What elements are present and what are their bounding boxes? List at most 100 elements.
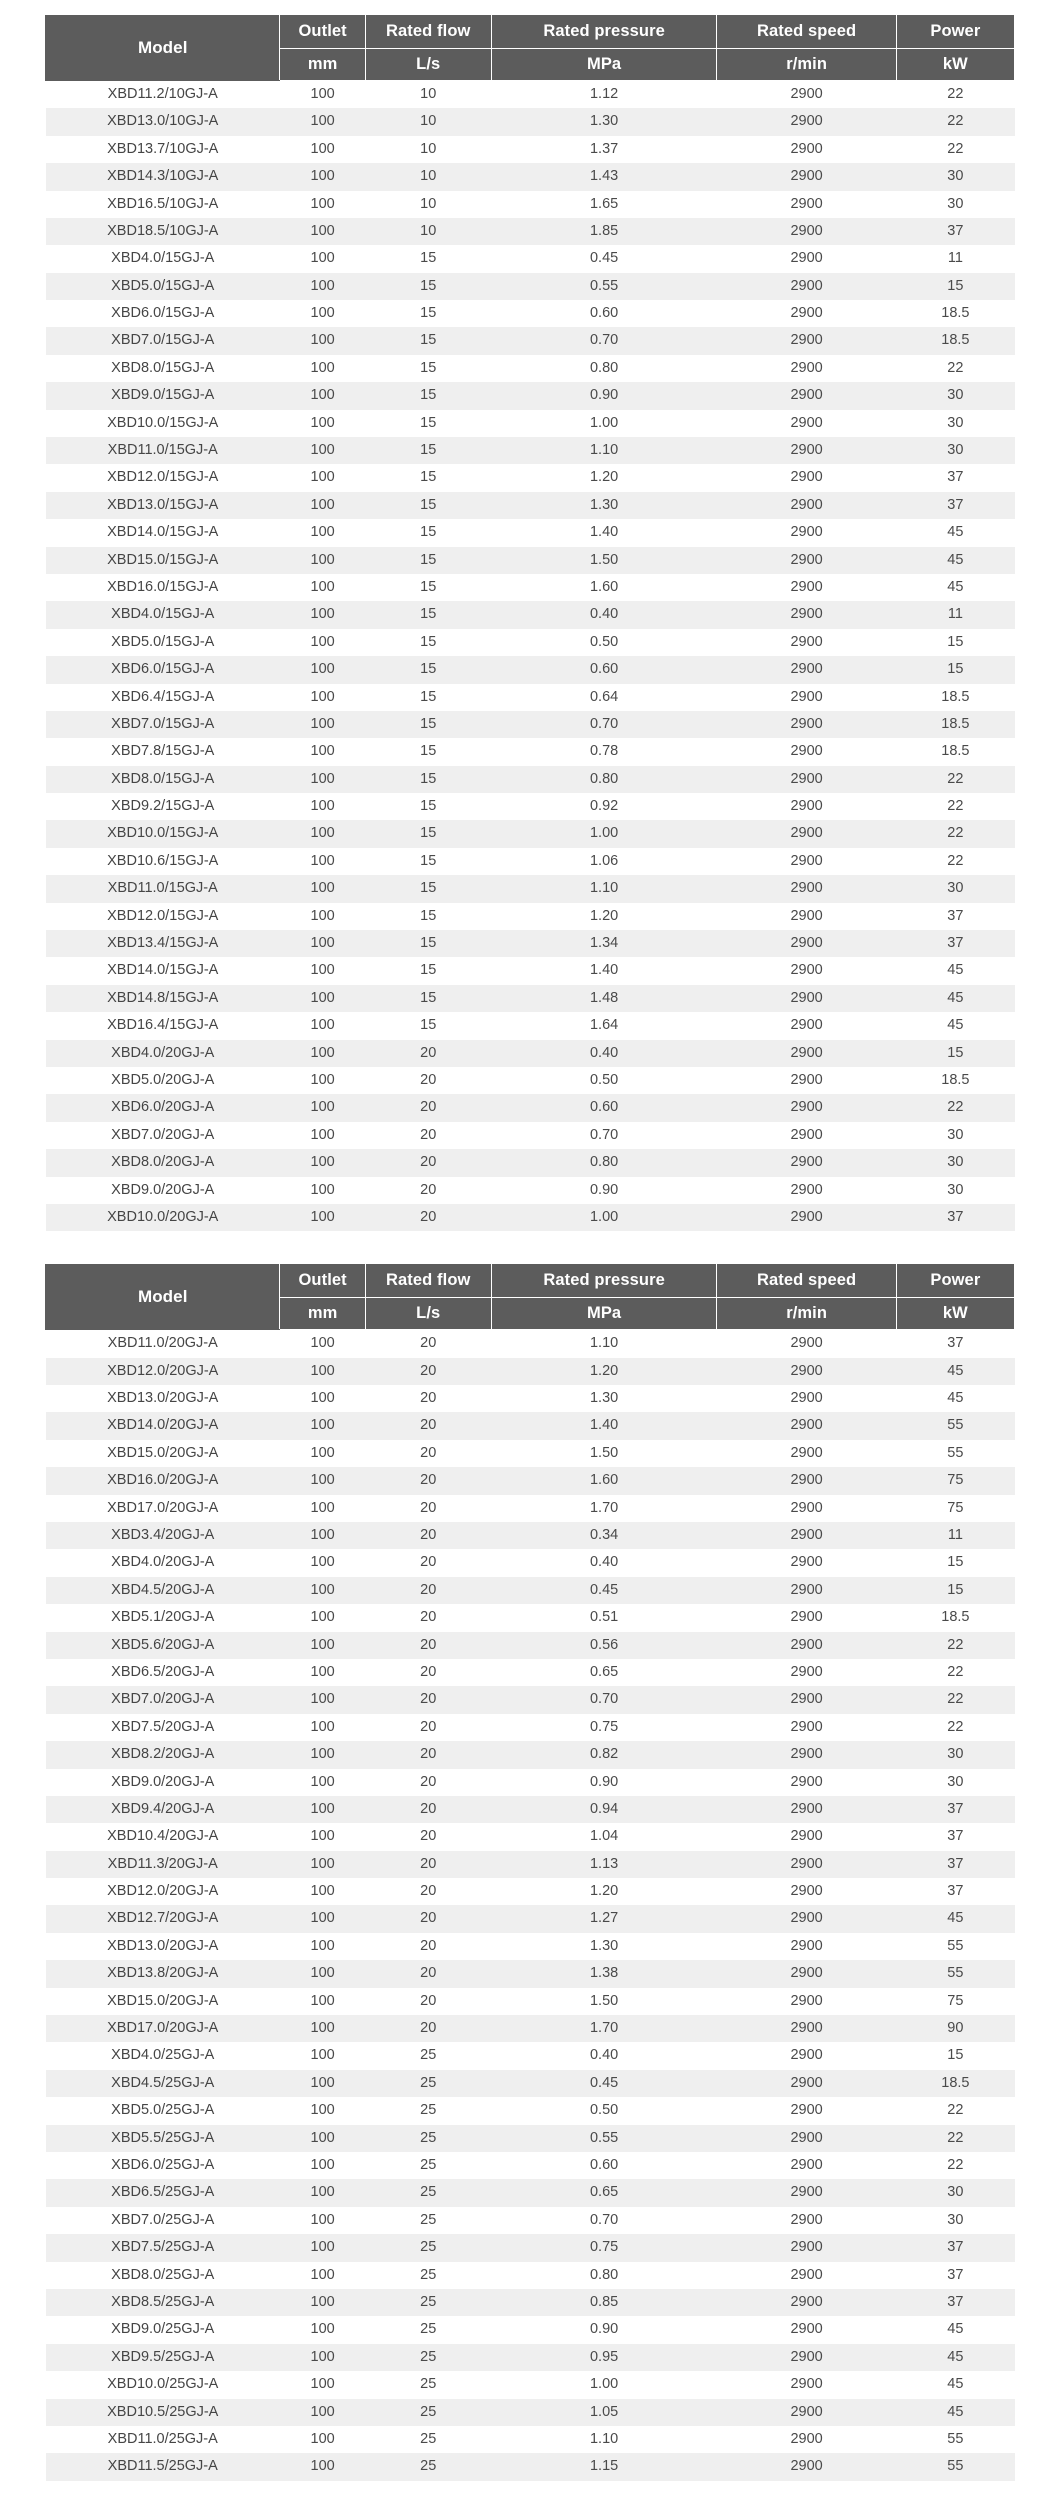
table-row: XBD16.5/10GJ-A 100 10 1.65 2900 30 bbox=[45, 190, 1015, 218]
cell-model: XBD5.0/15GJ-A bbox=[45, 272, 280, 301]
cell-rated-flow: 20 bbox=[365, 2015, 492, 2043]
cell-rated-pressure: 1.43 bbox=[491, 163, 717, 191]
cell-rated-pressure: 0.55 bbox=[491, 2124, 717, 2152]
cell-rated-pressure: 0.60 bbox=[491, 2152, 717, 2180]
cell-rated-pressure: 0.60 bbox=[491, 656, 717, 684]
cell-rated-speed: 2900 bbox=[716, 2261, 897, 2289]
cell-rated-pressure: 1.40 bbox=[491, 957, 717, 985]
table-row: XBD14.0/20GJ-A 100 20 1.40 2900 55 bbox=[45, 1412, 1015, 1440]
cell-power: 18.5 bbox=[896, 683, 1015, 711]
cell-power: 37 bbox=[896, 1850, 1015, 1879]
cell-power: 18.5 bbox=[896, 1604, 1015, 1632]
cell-outlet: 100 bbox=[279, 2069, 366, 2098]
cell-model: XBD10.5/25GJ-A bbox=[45, 2398, 280, 2426]
cell-rated-speed: 2900 bbox=[716, 2288, 897, 2317]
cell-model: XBD5.6/20GJ-A bbox=[45, 1631, 280, 1659]
cell-model: XBD6.5/25GJ-A bbox=[45, 2179, 280, 2207]
table-row: XBD11.0/15GJ-A 100 15 1.10 2900 30 bbox=[45, 875, 1015, 903]
cell-power: 30 bbox=[896, 1741, 1015, 1769]
cell-outlet: 100 bbox=[279, 957, 366, 985]
cell-model: XBD7.5/25GJ-A bbox=[45, 2234, 280, 2262]
cell-model: XBD15.0/15GJ-A bbox=[45, 546, 280, 574]
cell-rated-flow: 10 bbox=[365, 135, 492, 164]
cell-model: XBD18.5/10GJ-A bbox=[45, 217, 280, 246]
cell-outlet: 100 bbox=[279, 1932, 366, 1961]
cell-outlet: 100 bbox=[279, 2179, 366, 2207]
cell-outlet: 100 bbox=[279, 1549, 366, 1577]
cell-rated-speed: 2900 bbox=[716, 135, 897, 164]
column-unit-rated-flow: L/s bbox=[364, 47, 492, 81]
cell-power: 18.5 bbox=[896, 1067, 1015, 1095]
cell-model: XBD7.0/20GJ-A bbox=[45, 1121, 280, 1150]
cell-model: XBD4.0/20GJ-A bbox=[45, 1039, 280, 1067]
cell-rated-flow: 15 bbox=[365, 930, 492, 958]
cell-outlet: 100 bbox=[279, 1604, 366, 1632]
cell-power: 55 bbox=[896, 2425, 1015, 2454]
cell-power: 37 bbox=[896, 2261, 1015, 2289]
cell-rated-speed: 2900 bbox=[716, 683, 897, 711]
cell-rated-flow: 25 bbox=[365, 2179, 492, 2207]
cell-power: 30 bbox=[896, 1768, 1015, 1796]
cell-power: 22 bbox=[896, 2124, 1015, 2152]
column-header-rated-flow: Rated flow bbox=[364, 1263, 492, 1299]
table-header: Model Outlet Rated flow Rated pressure Rated… bbox=[44, 1263, 1016, 1331]
cell-rated-pressure: 1.70 bbox=[491, 1494, 717, 1523]
cell-rated-speed: 2900 bbox=[716, 491, 897, 520]
cell-rated-pressure: 0.80 bbox=[491, 354, 717, 383]
cell-power: 45 bbox=[896, 546, 1015, 574]
cell-rated-pressure: 0.64 bbox=[491, 683, 717, 711]
cell-outlet: 100 bbox=[279, 1878, 366, 1906]
cell-power: 30 bbox=[896, 2179, 1015, 2207]
table-row: XBD6.0/15GJ-A 100 15 0.60 2900 18.5 bbox=[45, 300, 1015, 328]
cell-rated-pressure: 1.40 bbox=[491, 1412, 717, 1440]
cell-outlet: 100 bbox=[279, 1012, 366, 1040]
cell-power: 22 bbox=[896, 135, 1015, 164]
table-row: XBD5.0/15GJ-A 100 15 0.55 2900 15 bbox=[45, 272, 1015, 301]
cell-rated-pressure: 0.90 bbox=[491, 1176, 717, 1204]
cell-outlet: 100 bbox=[279, 1686, 366, 1714]
cell-rated-flow: 15 bbox=[365, 245, 492, 273]
cell-rated-speed: 2900 bbox=[716, 1768, 897, 1796]
cell-rated-flow: 20 bbox=[365, 1932, 492, 1961]
table-row: XBD16.4/15GJ-A 100 15 1.64 2900 45 bbox=[45, 1012, 1015, 1040]
cell-rated-speed: 2900 bbox=[716, 1576, 897, 1605]
cell-power: 30 bbox=[896, 382, 1015, 410]
cell-outlet: 100 bbox=[279, 1631, 366, 1659]
cell-model: XBD6.0/15GJ-A bbox=[45, 656, 280, 684]
cell-rated-pressure: 0.60 bbox=[491, 1094, 717, 1122]
table-row: XBD13.0/20GJ-A 100 20 1.30 2900 55 bbox=[45, 1932, 1015, 1961]
cell-rated-speed: 2900 bbox=[716, 1932, 897, 1961]
cell-outlet: 100 bbox=[279, 464, 366, 492]
cell-rated-speed: 2900 bbox=[716, 2179, 897, 2207]
cell-rated-pressure: 1.15 bbox=[491, 2453, 717, 2481]
cell-rated-pressure: 1.30 bbox=[491, 1932, 717, 1961]
cell-rated-flow: 15 bbox=[365, 902, 492, 931]
cell-outlet: 100 bbox=[279, 1741, 366, 1769]
cell-outlet: 100 bbox=[279, 327, 366, 355]
cell-outlet: 100 bbox=[279, 1850, 366, 1879]
cell-outlet: 100 bbox=[279, 2261, 366, 2289]
cell-outlet: 100 bbox=[279, 2015, 366, 2043]
cell-rated-pressure: 1.20 bbox=[491, 464, 717, 492]
cell-rated-pressure: 0.45 bbox=[491, 2069, 717, 2098]
cell-rated-speed: 2900 bbox=[716, 327, 897, 355]
cell-outlet: 100 bbox=[279, 1823, 366, 1851]
table-row: XBD12.0/20GJ-A 100 20 1.20 2900 45 bbox=[45, 1357, 1015, 1386]
cell-model: XBD7.0/15GJ-A bbox=[45, 710, 280, 739]
header-row-name: Model Outlet Rated flow Rated pressure Rated… bbox=[44, 1263, 1016, 1331]
cell-outlet: 100 bbox=[279, 738, 366, 766]
table-row: XBD6.0/15GJ-A 100 15 0.60 2900 15 bbox=[45, 656, 1015, 684]
cell-rated-speed: 2900 bbox=[716, 2206, 897, 2235]
cell-rated-flow: 20 bbox=[365, 1658, 492, 1687]
cell-model: XBD13.7/10GJ-A bbox=[45, 135, 280, 164]
table-row: XBD8.2/20GJ-A 100 20 0.82 2900 30 bbox=[45, 1741, 1015, 1769]
cell-outlet: 100 bbox=[279, 190, 366, 218]
cell-outlet: 100 bbox=[279, 1960, 366, 1988]
cell-power: 22 bbox=[896, 2097, 1015, 2125]
cell-rated-pressure: 0.65 bbox=[491, 2179, 717, 2207]
cell-power: 22 bbox=[896, 80, 1015, 109]
cell-rated-speed: 2900 bbox=[716, 1850, 897, 1879]
table-row: XBD5.6/20GJ-A 100 20 0.56 2900 22 bbox=[45, 1631, 1015, 1659]
cell-rated-speed: 2900 bbox=[716, 2015, 897, 2043]
cell-outlet: 100 bbox=[279, 1795, 366, 1824]
